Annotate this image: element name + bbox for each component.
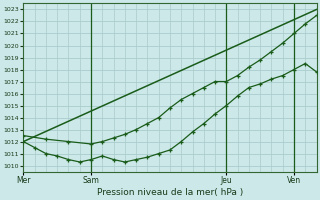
X-axis label: Pression niveau de la mer( hPa ): Pression niveau de la mer( hPa ) <box>97 188 243 197</box>
